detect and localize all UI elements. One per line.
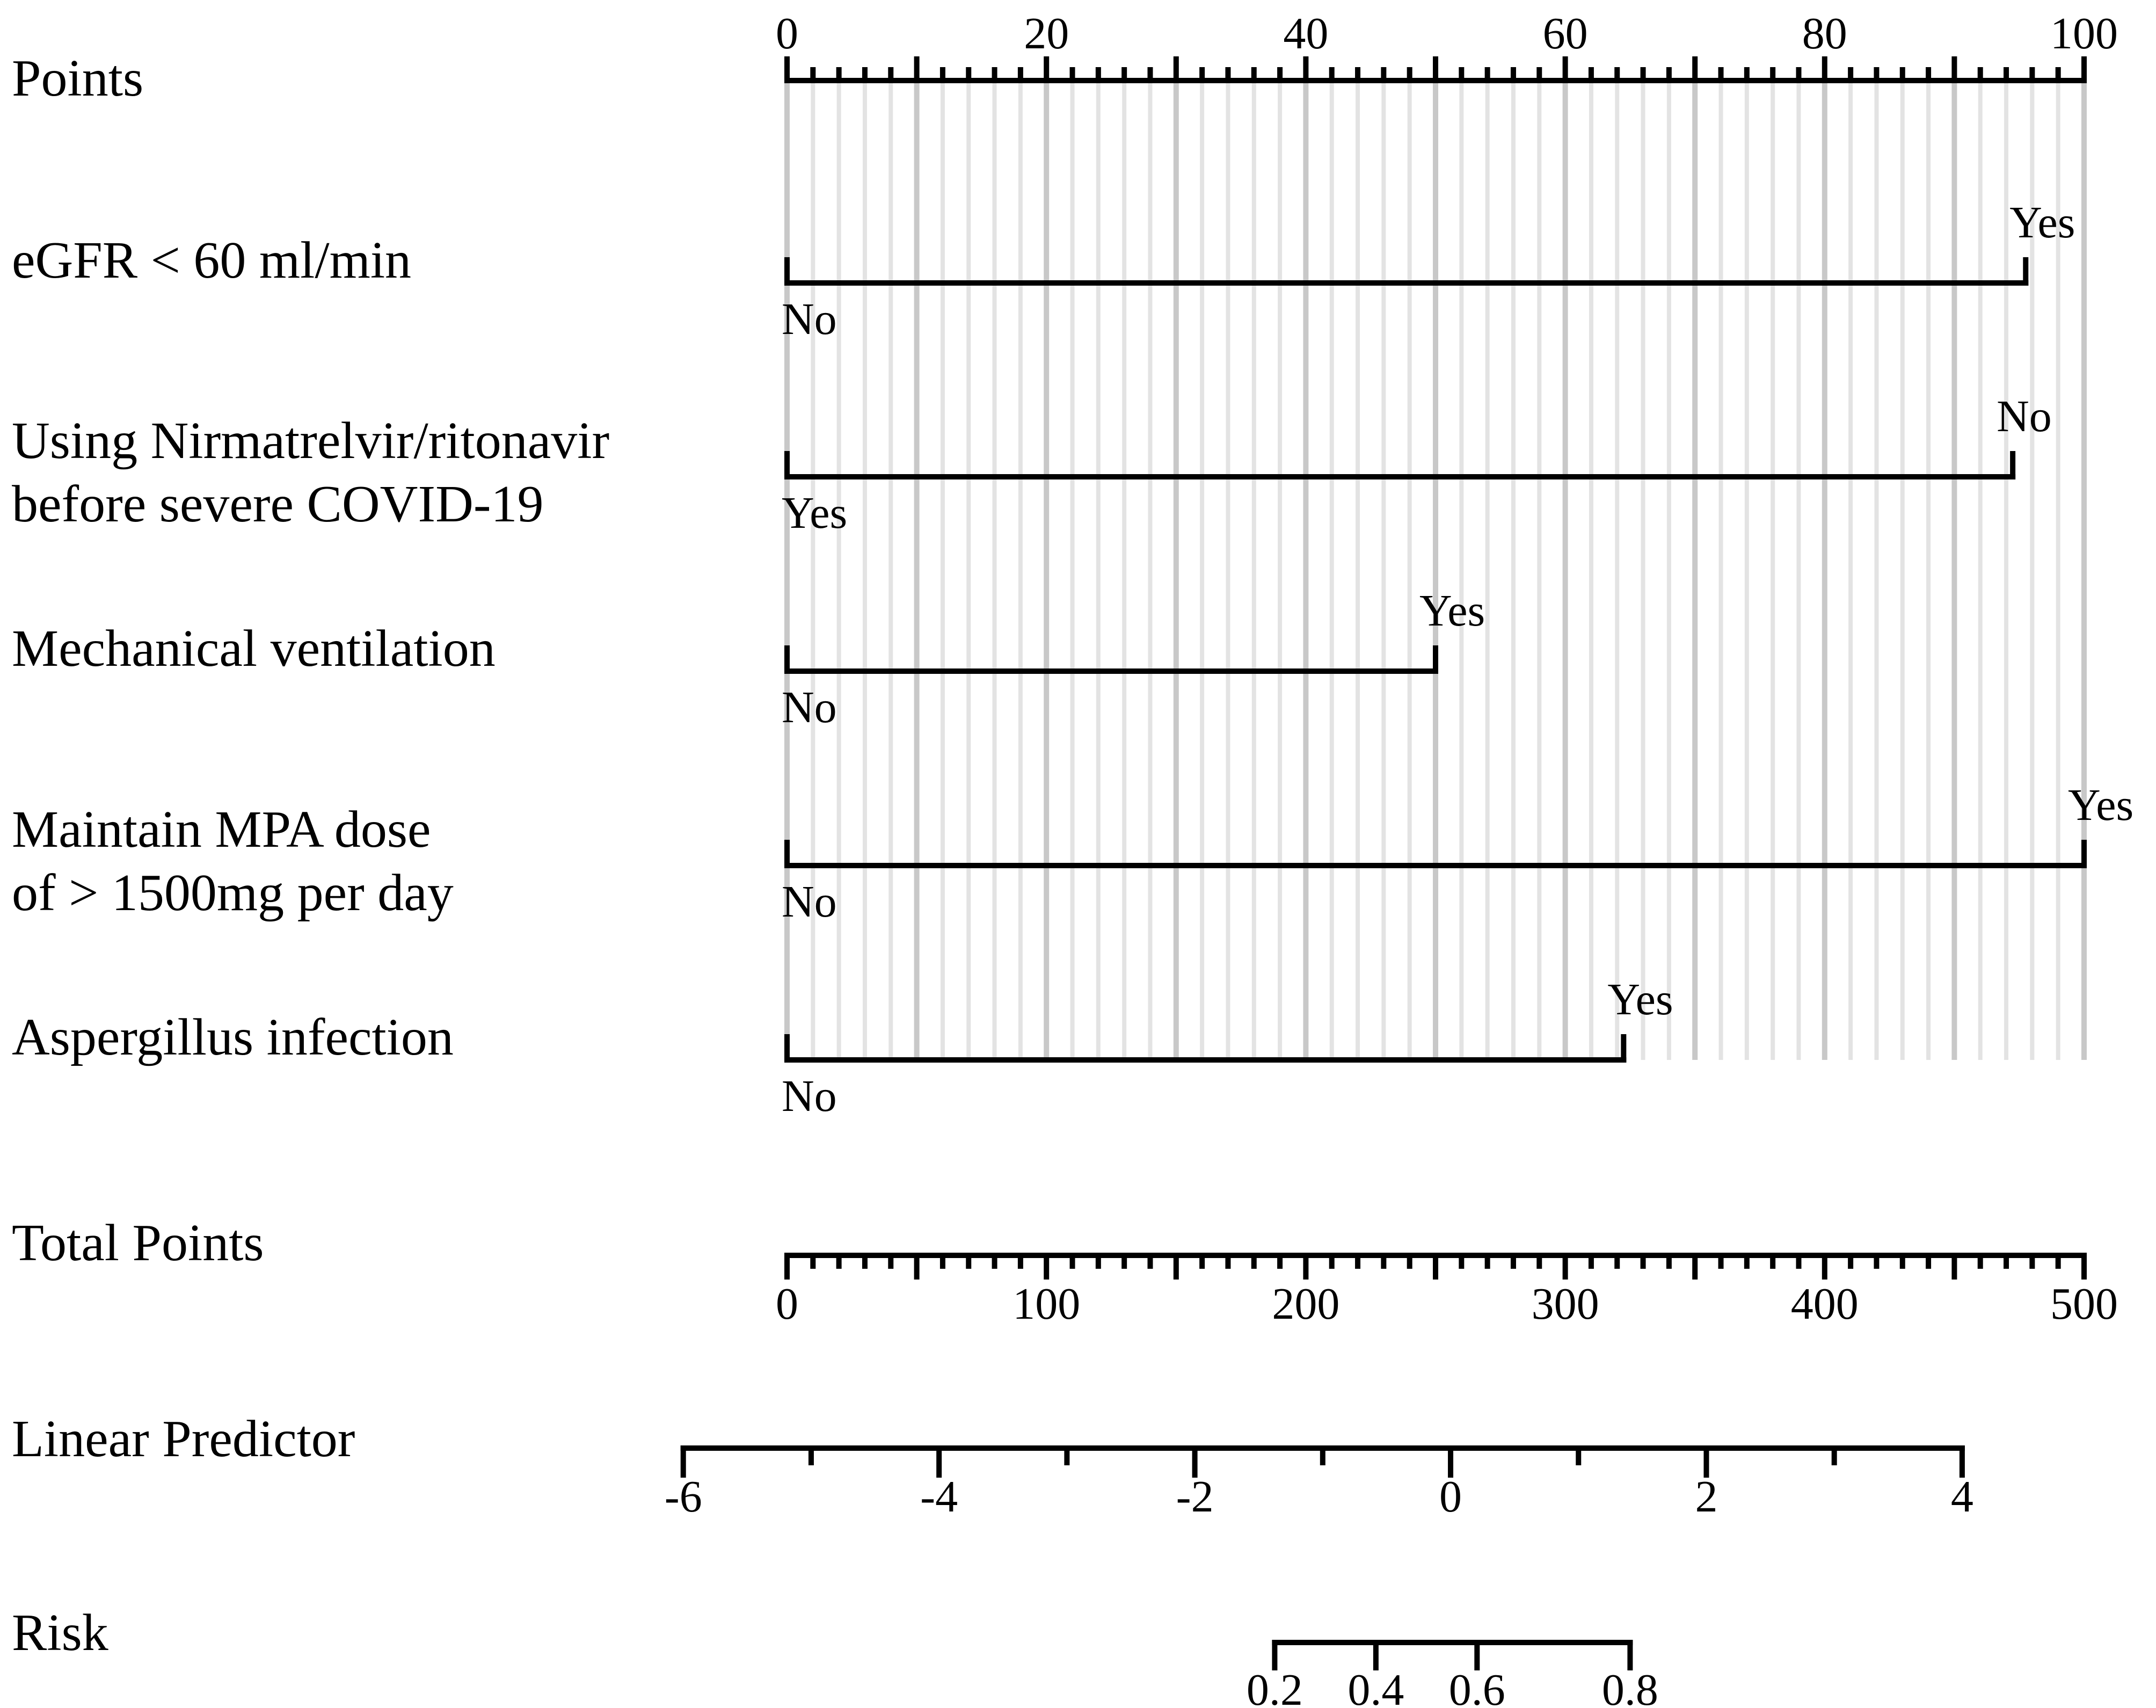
risk-axis-label: Risk (12, 1604, 108, 1662)
points-tick-label: 80 (1802, 9, 1847, 59)
grid-lines (784, 81, 2087, 1060)
predictor-level-label: Yes (1607, 975, 1673, 1024)
predictor-label-line: of > 1500mg per day (12, 864, 454, 922)
linear-predictor-tick-label: 0 (1439, 1472, 1462, 1522)
predictor-label: eGFR < 60 ml/min (12, 231, 411, 289)
predictor-level-label: No (782, 294, 837, 344)
predictor-label-line: Aspergillus infection (12, 1008, 454, 1066)
risk-tick-label: 0.6 (1449, 1665, 1505, 1708)
linear-predictor-tick-label: -6 (665, 1472, 702, 1522)
total-points-tick-label: 400 (1791, 1279, 1859, 1329)
points-tick-label: 60 (1543, 9, 1588, 59)
linear-predictor-tick-label: 4 (1951, 1472, 1973, 1522)
points-tick-label: 100 (2050, 9, 2118, 59)
total-points-tick-label: 200 (1272, 1279, 1339, 1329)
predictor-label: Maintain MPA dose of > 1500mg per day (12, 801, 454, 922)
predictor-level-label: No (782, 1071, 837, 1121)
predictor-label: Mechanical ventilation (12, 620, 496, 678)
total-points-axis-label: Total Points (12, 1214, 264, 1272)
predictor-level-label: Yes (1419, 586, 1485, 636)
total-points-tick-label: 500 (2050, 1279, 2118, 1329)
predictor-level-label: Yes (2009, 198, 2075, 248)
predictor-label-line: before severe COVID-19 (12, 475, 543, 533)
predictor-label: Using Nirmatrelvir/ritonavir before sever… (12, 412, 609, 533)
linear-predictor-tick-label: 2 (1695, 1472, 1717, 1522)
linear-predictor-tick-label: -4 (920, 1472, 958, 1522)
total-points-tick-label: 100 (1013, 1279, 1080, 1329)
predictor-level-label: Yes (2068, 780, 2133, 830)
risk-tick-label: 0.8 (1602, 1665, 1658, 1708)
predictor-level-label: No (1997, 391, 2052, 441)
points-tick-label: 20 (1024, 9, 1069, 59)
linear-predictor-tick-label: -2 (1176, 1472, 1214, 1522)
points-axis-label: Points (12, 49, 143, 107)
row-labels: Points eGFR < 60 ml/min Using Nirmatrelvir… (12, 49, 609, 1662)
total-points-tick-label: 300 (1532, 1279, 1599, 1329)
predictor-label-line: Mechanical ventilation (12, 620, 496, 678)
predictor-label-line: Using Nirmatrelvir/ritonavir (12, 412, 609, 470)
linear-predictor-axis-label: Linear Predictor (12, 1410, 355, 1468)
predictor-level-label: Yes (782, 488, 847, 538)
total-points-tick-label: 0 (776, 1279, 798, 1329)
risk-tick-label: 0.4 (1348, 1665, 1404, 1708)
risk-tick-label: 0.2 (1247, 1665, 1303, 1708)
predictor-label: Aspergillus infection (12, 1008, 454, 1066)
points-tick-label: 0 (776, 9, 798, 59)
points-tick-label: 40 (1283, 9, 1328, 59)
predictor-level-label: No (782, 682, 837, 732)
predictor-label-line: Maintain MPA dose (12, 801, 431, 859)
predictor-level-label: No (782, 877, 837, 927)
predictor-label-line: eGFR < 60 ml/min (12, 231, 411, 289)
